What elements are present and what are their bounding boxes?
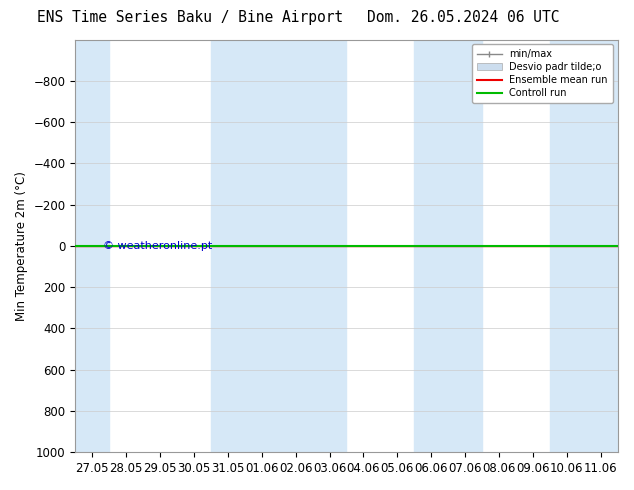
Bar [75, 40, 109, 452]
Bar [550, 40, 618, 452]
Text: ENS Time Series Baku / Bine Airport: ENS Time Series Baku / Bine Airport [37, 10, 344, 25]
Legend: min/max, Desvio padr tilde;o, Ensemble mean run, Controll run: min/max, Desvio padr tilde;o, Ensemble m… [472, 45, 612, 103]
Text: © weatheronline.pt: © weatheronline.pt [103, 241, 212, 251]
Y-axis label: Min Temperature 2m (°C): Min Temperature 2m (°C) [15, 171, 28, 321]
Bar [279, 40, 346, 452]
Text: Dom. 26.05.2024 06 UTC: Dom. 26.05.2024 06 UTC [366, 10, 559, 25]
Bar [211, 40, 279, 452]
Bar [414, 40, 482, 452]
